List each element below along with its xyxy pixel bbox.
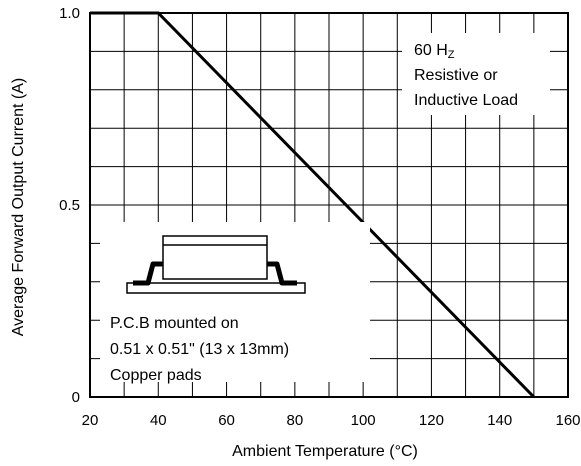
plot-frame	[89, 12, 569, 398]
x-tick-label: 60	[218, 412, 235, 429]
x-tick-label: 20	[82, 412, 99, 429]
condition-line-2: Resistive or	[414, 67, 498, 84]
y-tick-label: 0.5	[59, 197, 80, 214]
x-tick-label: 120	[419, 412, 444, 429]
package-body	[162, 235, 268, 280]
derating-curve	[90, 11, 535, 399]
x-axis-title: Ambient Temperature (°C)	[232, 443, 418, 460]
y-axis-title: Average Forward Output Current (A)	[10, 78, 27, 336]
left-lead	[133, 261, 163, 286]
x-tick-label: 160	[555, 412, 580, 429]
x-tick-label: 140	[487, 412, 512, 429]
package-diagram	[126, 235, 306, 294]
x-tick-label: 80	[287, 412, 304, 429]
tick-labels: 20 40 60 80 100 120 140 160 0 0.5 1.0	[59, 5, 580, 429]
x-tick-label: 100	[351, 412, 376, 429]
series-layer	[90, 11, 535, 399]
condition-line-1: 60 HZ	[414, 42, 455, 61]
mounting-line-3: Copper pads	[110, 367, 202, 384]
y-tick-label: 0	[72, 389, 80, 406]
right-lead	[267, 261, 297, 286]
x-tick-label: 40	[150, 412, 167, 429]
y-tick-label: 1.0	[59, 5, 80, 22]
condition-line-3: Inductive Load	[414, 92, 518, 109]
mounting-line-1: P.C.B mounted on	[110, 315, 239, 332]
pcb-base	[126, 282, 306, 294]
condition-annotation-box	[402, 33, 550, 115]
mounting-line-2: 0.51 x 0.51" (13 x 13mm)	[110, 341, 289, 358]
